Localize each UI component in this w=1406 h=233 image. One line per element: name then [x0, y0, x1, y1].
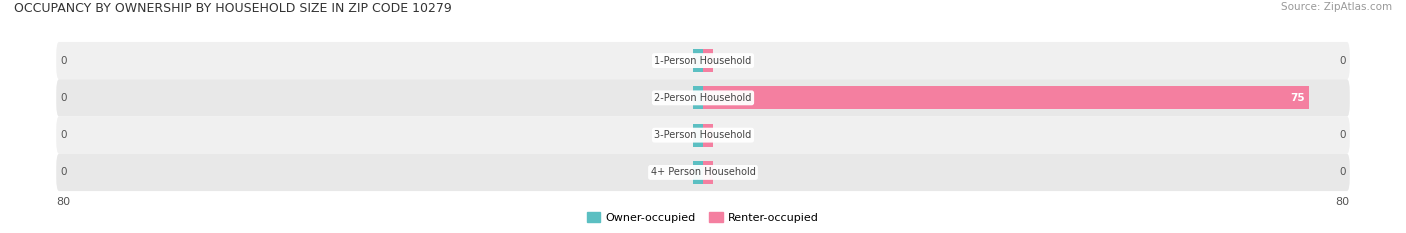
Text: 0: 0	[1340, 130, 1346, 140]
Bar	[703, 123, 713, 147]
Text: 0: 0	[60, 130, 66, 140]
FancyBboxPatch shape	[56, 116, 1350, 154]
Text: OCCUPANCY BY OWNERSHIP BY HOUSEHOLD SIZE IN ZIP CODE 10279: OCCUPANCY BY OWNERSHIP BY HOUSEHOLD SIZE…	[14, 2, 451, 15]
Text: 80: 80	[56, 197, 70, 207]
Text: 4+ Person Household: 4+ Person Household	[651, 168, 755, 177]
Text: 0: 0	[60, 93, 66, 103]
Text: 0: 0	[60, 56, 66, 65]
FancyBboxPatch shape	[56, 154, 1350, 191]
Text: 0: 0	[60, 168, 66, 177]
Text: 75: 75	[1291, 93, 1305, 103]
Bar	[703, 49, 713, 72]
Text: 3-Person Household: 3-Person Household	[654, 130, 752, 140]
Text: 80: 80	[1336, 197, 1350, 207]
Text: 2-Person Household: 2-Person Household	[654, 93, 752, 103]
Text: 1-Person Household: 1-Person Household	[654, 56, 752, 65]
Bar	[703, 161, 713, 184]
Text: 0: 0	[1340, 168, 1346, 177]
Text: 0: 0	[1340, 56, 1346, 65]
FancyBboxPatch shape	[56, 42, 1350, 79]
Bar	[693, 49, 703, 72]
Text: Source: ZipAtlas.com: Source: ZipAtlas.com	[1281, 2, 1392, 12]
Bar	[703, 86, 1309, 110]
Bar	[693, 86, 703, 110]
Bar	[693, 123, 703, 147]
Bar	[693, 161, 703, 184]
FancyBboxPatch shape	[56, 79, 1350, 116]
Legend: Owner-occupied, Renter-occupied: Owner-occupied, Renter-occupied	[583, 209, 823, 226]
